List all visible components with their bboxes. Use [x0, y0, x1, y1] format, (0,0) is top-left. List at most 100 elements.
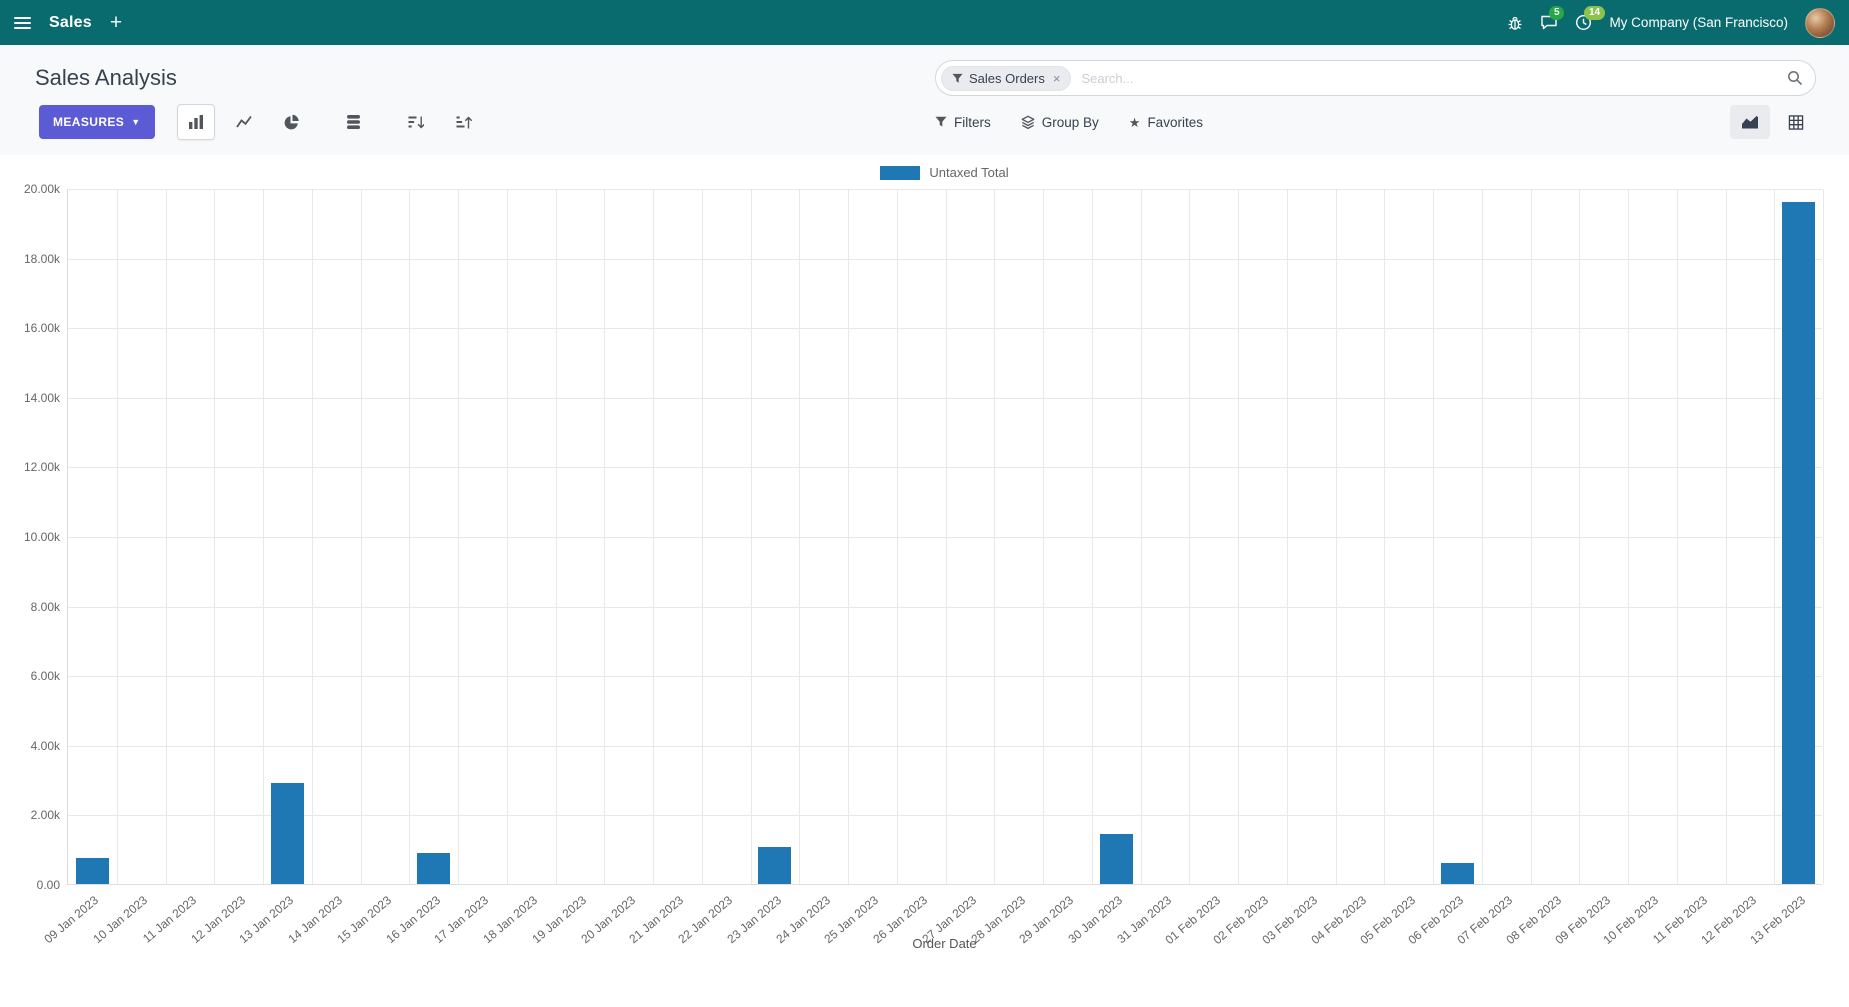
y-tick-label: 14.00k: [23, 390, 60, 405]
y-tick-label: 10.00k: [23, 530, 60, 544]
v-gridline: [1140, 189, 1142, 884]
group-by-button[interactable]: Group By: [1021, 115, 1099, 130]
v-gridline: [1823, 189, 1824, 884]
stack-icon: [347, 115, 361, 129]
filters-button[interactable]: Filters: [935, 115, 991, 130]
h-gridline: [68, 189, 1822, 190]
v-gridline: [1433, 189, 1434, 884]
v-gridline: [263, 189, 264, 884]
sort-ascending-button[interactable]: [445, 104, 483, 140]
legend-label: Untaxed Total: [929, 165, 1009, 180]
h-gridline: [68, 745, 1822, 747]
bar-13-feb-2023[interactable]: [1782, 201, 1816, 884]
page-title: Sales Analysis: [35, 65, 177, 90]
bar-30-jan-2023[interactable]: [1099, 833, 1133, 884]
facet-remove-icon[interactable]: ×: [1052, 70, 1061, 86]
filter-funnel-icon: [952, 73, 963, 83]
pivot-grid-icon: [1788, 114, 1804, 130]
user-avatar[interactable]: [1805, 7, 1835, 38]
control-panel: Sales Analysis Sales Orders × Search... …: [0, 45, 1849, 155]
view-switcher-pivot-button[interactable]: [1776, 105, 1816, 139]
plus-icon[interactable]: +: [109, 11, 123, 34]
sort-descending-button[interactable]: [397, 104, 435, 140]
v-gridline: [506, 189, 508, 884]
v-gridline: [1481, 189, 1483, 884]
layers-icon: [1021, 115, 1035, 129]
y-tick-label: 6.00k: [30, 669, 60, 684]
v-gridline: [1091, 189, 1093, 884]
v-gridline: [214, 189, 216, 884]
line-chart-button[interactable]: [225, 104, 263, 140]
v-gridline: [1238, 189, 1239, 884]
x-axis-title: Order Date: [912, 936, 977, 951]
y-tick-label: 0.00: [36, 878, 60, 892]
v-gridline: [1628, 189, 1629, 884]
v-gridline: [994, 189, 996, 884]
v-gridline: [1676, 189, 1678, 884]
v-gridline: [604, 189, 606, 884]
activities-count-badge: 14: [1584, 6, 1605, 20]
v-gridline: [896, 189, 898, 884]
y-tick-label: 4.00k: [30, 738, 60, 753]
view-switcher-graph-button[interactable]: [1730, 105, 1770, 139]
apps-menu-icon[interactable]: [14, 16, 31, 29]
search-facet-label: Sales Orders: [969, 70, 1045, 86]
sort-asc-icon: [456, 116, 472, 128]
v-gridline: [458, 189, 459, 884]
stacked-toggle-button[interactable]: [335, 104, 373, 140]
h-gridline: [68, 815, 1822, 817]
v-gridline: [1530, 189, 1532, 884]
bar-06-feb-2023[interactable]: [1440, 863, 1474, 884]
h-gridline: [68, 606, 1822, 608]
activities-clock-icon[interactable]: 14: [1575, 6, 1605, 31]
v-gridline: [848, 189, 849, 884]
v-gridline: [360, 189, 362, 884]
h-gridline: [68, 258, 1822, 260]
v-gridline: [1774, 189, 1776, 884]
debug-bug-icon[interactable]: [1507, 15, 1523, 31]
v-gridline: [1335, 189, 1337, 884]
pie-chart-button[interactable]: [273, 104, 311, 140]
search-facet[interactable]: Sales Orders ×: [941, 65, 1072, 91]
bar-16-jan-2023[interactable]: [417, 852, 451, 884]
v-gridline: [1189, 189, 1191, 884]
chart-legend[interactable]: Untaxed Total: [67, 165, 1822, 180]
bar-23-jan-2023[interactable]: [758, 847, 792, 884]
v-gridline: [555, 189, 557, 884]
sort-desc-icon: [408, 116, 424, 128]
bar-chart-icon: [188, 115, 203, 129]
h-gridline: [68, 467, 1822, 469]
y-tick-label: 2.00k: [30, 808, 60, 823]
v-gridline: [701, 189, 703, 884]
v-gridline: [1043, 189, 1044, 884]
v-gridline: [311, 189, 313, 884]
app-title[interactable]: Sales: [49, 13, 92, 31]
h-gridline: [68, 537, 1822, 538]
y-tick-label: 12.00k: [23, 460, 60, 475]
top-navbar: Sales + 5 14 My Company (San Francisco): [0, 0, 1849, 45]
line-chart-icon: [235, 115, 252, 128]
v-gridline: [945, 189, 947, 884]
messages-icon[interactable]: 5: [1540, 6, 1564, 31]
v-gridline: [1725, 189, 1727, 884]
messages-count-badge: 5: [1549, 6, 1564, 20]
search-icon[interactable]: [1787, 70, 1803, 86]
pie-chart-icon: [284, 114, 299, 129]
y-tick-label: 18.00k: [23, 251, 60, 266]
v-gridline: [116, 189, 118, 884]
measures-button[interactable]: MEASURES ▼: [39, 105, 155, 139]
v-gridline: [1579, 189, 1581, 884]
bar-13-jan-2023[interactable]: [270, 783, 304, 884]
company-menu[interactable]: My Company (San Francisco): [1609, 15, 1788, 30]
search-bar[interactable]: Sales Orders × Search...: [935, 60, 1816, 96]
v-gridline: [653, 189, 654, 884]
caret-down-icon: ▼: [131, 116, 141, 127]
h-gridline: [68, 676, 1822, 678]
favorites-button[interactable]: ★ Favorites: [1128, 114, 1203, 130]
search-placeholder: Search...: [1081, 70, 1134, 86]
bar-chart-button[interactable]: [176, 104, 215, 140]
star-icon: ★: [1128, 114, 1141, 130]
chart-area: Untaxed Total 0.00 2.00k 4.00k 6.00k 8.00k 10…: [0, 155, 1849, 958]
bar-09-jan-2023[interactable]: [75, 857, 109, 884]
filters-funnel-icon: [935, 116, 947, 127]
